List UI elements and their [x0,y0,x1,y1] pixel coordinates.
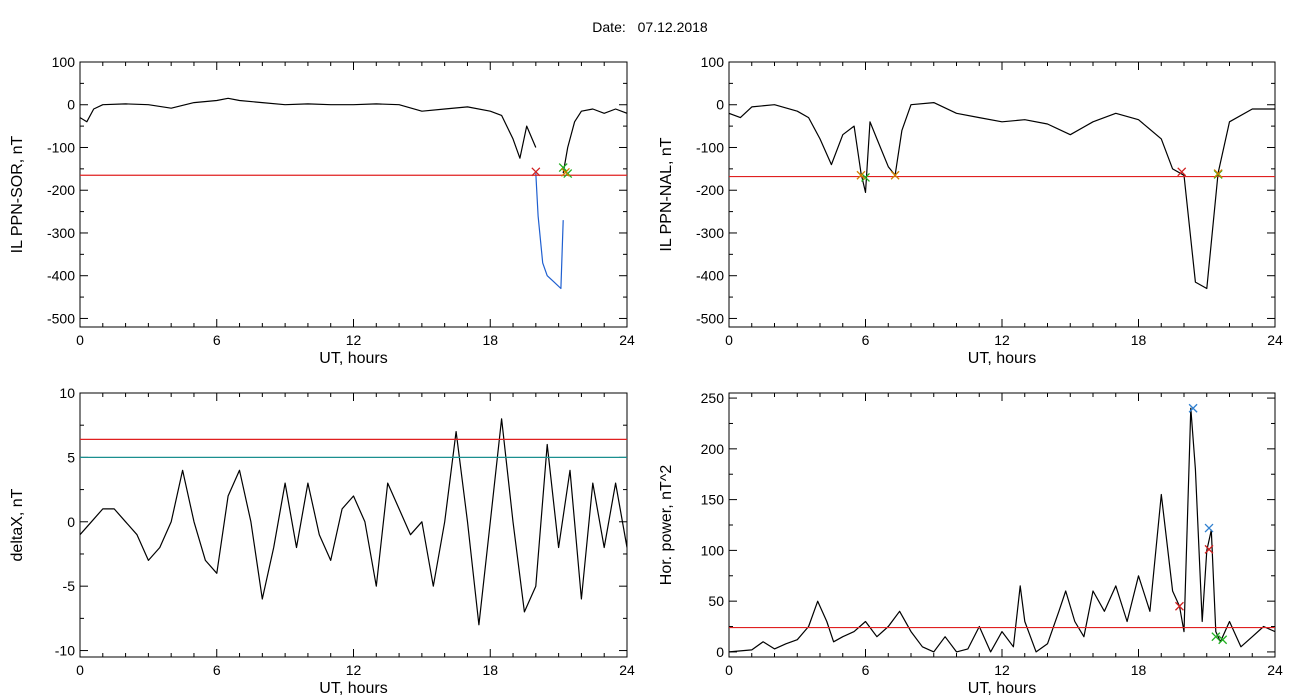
x-tick-label: 6 [862,662,870,678]
x-marker [861,172,870,182]
y-tick-label: -10 [55,643,75,659]
y-tick-label: 100 [52,54,76,70]
y-tick-label: 5 [67,449,75,465]
panel-sor: 0 6 12 18 24 100 0 -100 -200 -300 -400 -500 UT, hour… [9,54,635,367]
x-marker [1204,544,1214,554]
plot-area [729,403,1275,653]
date-value: 07.12.2018 [637,19,708,35]
x-tick-label: 24 [1267,662,1283,678]
y-tick-label: -200 [47,182,75,198]
y-tick-label: -500 [47,310,75,326]
x-marker [1211,632,1221,642]
y-tick-label: -400 [47,268,75,284]
y-tick-label: 100 [701,54,725,70]
plot-frame [79,392,628,658]
x-tick-label: 0 [76,662,84,678]
x-tick-label: 12 [346,662,362,678]
x-axis-label: UT, hours [319,350,387,367]
plot-frame [79,61,628,328]
y-tick-label: -100 [47,139,75,155]
plot-area [729,101,1275,290]
y-tick-label: 200 [701,441,725,457]
x-tick-label: 0 [725,332,733,348]
x-tick-label: 18 [1131,332,1147,348]
y-tick-label: -5 [63,578,76,594]
x-marker [1213,169,1223,179]
event-series-line [535,173,564,290]
x-tick-label: 24 [619,662,635,678]
x-marker [563,169,573,179]
x-tick-label: 18 [1131,662,1147,678]
x-marker [561,167,570,177]
series-line [80,97,537,159]
plot-area [80,97,627,290]
panel-hpower: 0 6 12 18 24 250 200 150 100 50 0 UT, hours Hor. pow… [658,390,1283,697]
y-axis-label: IL PPN-SOR, nT [9,135,26,253]
x-marker [890,170,900,180]
x-tick-label: 0 [76,332,84,348]
x-tick-label: 12 [346,332,362,348]
x-axis-label: UT, hours [968,680,1036,697]
x-tick-label: 6 [213,332,221,348]
x-tick-label: 0 [725,662,733,678]
y-tick-label: 0 [67,514,75,530]
y-tick-label: 100 [701,542,725,558]
y-tick-label: 0 [716,97,724,113]
y-tick-label: 0 [67,97,75,113]
figure-title: Date: 07.12.2018 [0,19,1300,35]
y-tick-label: -300 [696,225,724,241]
x-marker [531,167,541,177]
plot-area [80,418,627,626]
x-marker [1177,167,1187,177]
x-marker [1174,601,1184,611]
y-tick-label: 250 [701,390,725,406]
y-tick-label: 10 [59,385,75,401]
x-tick-label: 6 [862,332,870,348]
x-marker [1218,635,1228,645]
x-axis-label: UT, hours [319,680,387,697]
y-tick-label: -300 [47,225,75,241]
y-tick-label: 150 [701,492,725,508]
x-tick-label: 24 [1267,332,1283,348]
y-tick-label: 0 [716,644,724,660]
y-axis-label: IL PPN-NAL, nT [658,137,675,251]
x-marker [1188,403,1198,413]
y-tick-label: 50 [708,593,724,609]
x-tick-label: 12 [994,332,1010,348]
y-tick-label: -200 [696,182,724,198]
x-tick-label: 6 [213,662,221,678]
y-axis-label: Hor. power, nT^2 [658,465,675,586]
series-line [80,418,627,626]
y-tick-label: -500 [696,310,724,326]
plot-frame [728,61,1276,328]
x-marker [856,170,866,180]
y-tick-label: -400 [696,268,724,284]
x-marker [1204,523,1214,533]
y-axis-label: deltaX, nT [9,488,26,561]
x-tick-label: 18 [482,662,498,678]
x-tick-label: 24 [619,332,635,348]
x-tick-label: 18 [482,332,498,348]
series-line [562,108,627,174]
series-line [729,101,1275,290]
x-marker [558,163,568,173]
date-label: Date: [592,19,626,35]
panel-nal: 0 6 12 18 24 100 0 -100 -200 -300 -400 -500 UT, hour… [658,54,1283,367]
x-axis-label: UT, hours [968,350,1036,367]
series-line [729,407,1275,653]
y-tick-label: -100 [696,139,724,155]
panel-deltax: 0 6 12 18 24 10 5 0 -5 -10 UT, hours deltaX, nT [9,385,635,697]
x-tick-label: 12 [994,662,1010,678]
